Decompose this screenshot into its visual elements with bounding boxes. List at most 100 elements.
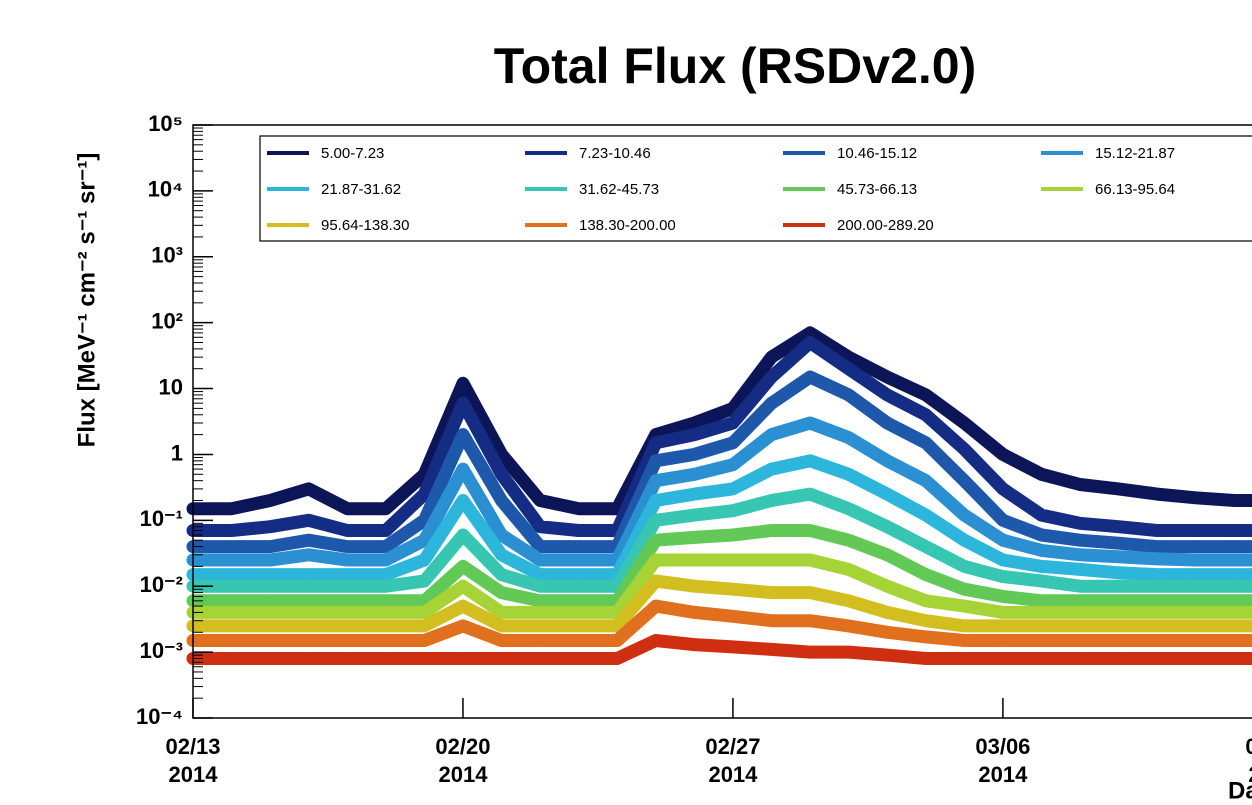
data-point bbox=[457, 464, 468, 475]
data-point bbox=[920, 389, 931, 400]
series bbox=[186, 416, 1252, 567]
data-point bbox=[727, 529, 738, 540]
data-point bbox=[997, 620, 1008, 631]
data-point bbox=[997, 571, 1008, 582]
data-point bbox=[727, 641, 738, 652]
data-point bbox=[959, 444, 970, 455]
data-point bbox=[766, 495, 777, 506]
legend-label: 66.13-95.64 bbox=[1095, 181, 1175, 198]
data-point bbox=[920, 409, 931, 420]
data-point bbox=[1190, 653, 1201, 664]
data-point bbox=[496, 495, 507, 506]
y-tick-label: 1 bbox=[171, 440, 183, 465]
legend-label: 7.23-10.46 bbox=[579, 145, 651, 162]
data-point bbox=[1152, 620, 1163, 631]
data-point bbox=[380, 525, 391, 536]
data-point bbox=[573, 555, 584, 566]
data-point bbox=[805, 371, 816, 382]
data-point bbox=[457, 378, 468, 389]
data-point bbox=[882, 489, 893, 500]
data-point bbox=[843, 647, 854, 658]
data-point bbox=[535, 620, 546, 631]
data-point bbox=[805, 647, 816, 658]
data-point bbox=[419, 620, 430, 631]
data-point bbox=[1075, 581, 1086, 592]
series bbox=[186, 487, 1252, 593]
data-point bbox=[535, 607, 546, 618]
data-point bbox=[920, 631, 931, 642]
data-point bbox=[496, 569, 507, 580]
data-point bbox=[650, 635, 661, 646]
data-point bbox=[843, 432, 854, 443]
data-point bbox=[959, 635, 970, 646]
y-tick-label: 10⁻³ bbox=[140, 638, 183, 663]
data-point bbox=[766, 555, 777, 566]
data-point bbox=[457, 429, 468, 440]
data-point bbox=[1075, 595, 1086, 606]
data-point bbox=[342, 569, 353, 580]
data-point bbox=[650, 437, 661, 448]
data-point bbox=[1229, 555, 1240, 566]
legend-label: 31.62-45.73 bbox=[579, 181, 659, 198]
data-point bbox=[303, 607, 314, 618]
data-point bbox=[573, 607, 584, 618]
data-point bbox=[689, 510, 700, 521]
data-point bbox=[1152, 607, 1163, 618]
data-point bbox=[535, 635, 546, 646]
data-point bbox=[882, 371, 893, 382]
y-tick-label: 10 bbox=[159, 374, 183, 399]
data-point bbox=[1113, 521, 1124, 532]
data-point bbox=[959, 584, 970, 595]
data-point bbox=[727, 418, 738, 429]
y-tick-label: 10⁴ bbox=[148, 177, 183, 202]
data-point bbox=[959, 561, 970, 572]
data-point bbox=[843, 363, 854, 374]
data-point bbox=[1190, 525, 1201, 536]
data-point bbox=[959, 653, 970, 664]
data-point bbox=[1190, 569, 1201, 580]
data-point bbox=[457, 620, 468, 631]
data-point bbox=[342, 607, 353, 618]
data-point bbox=[650, 455, 661, 466]
y-tick-label: 10⁵ bbox=[148, 111, 183, 136]
data-point bbox=[1152, 569, 1163, 580]
data-point bbox=[303, 569, 314, 580]
data-point bbox=[727, 584, 738, 595]
y-tick-label: 10⁻² bbox=[140, 572, 183, 597]
data-point bbox=[303, 595, 314, 606]
data-point bbox=[457, 601, 468, 612]
data-point bbox=[650, 495, 661, 506]
data-point bbox=[380, 595, 391, 606]
data-point bbox=[265, 595, 276, 606]
data-point bbox=[843, 389, 854, 400]
data-point bbox=[689, 469, 700, 480]
legend-box bbox=[259, 135, 1252, 242]
data-point bbox=[959, 620, 970, 631]
data-point bbox=[457, 581, 468, 592]
data-point bbox=[265, 581, 276, 592]
data-point bbox=[1152, 653, 1163, 664]
data-point bbox=[342, 653, 353, 664]
data-point bbox=[959, 535, 970, 546]
data-point bbox=[766, 644, 777, 655]
data-point bbox=[689, 639, 700, 650]
data-point bbox=[457, 398, 468, 409]
y-tick-label: 10² bbox=[151, 308, 183, 333]
data-point bbox=[380, 569, 391, 580]
series bbox=[186, 599, 1252, 647]
data-point bbox=[265, 620, 276, 631]
data-point bbox=[766, 587, 777, 598]
data-point bbox=[843, 620, 854, 631]
data-point bbox=[1229, 653, 1240, 664]
data-point bbox=[650, 601, 661, 612]
data-point bbox=[303, 549, 314, 560]
data-point bbox=[1113, 483, 1124, 494]
x-tick-label: 02/20 2014 bbox=[435, 734, 490, 787]
data-point bbox=[1036, 529, 1047, 540]
data-point bbox=[1075, 653, 1086, 664]
data-point bbox=[303, 635, 314, 646]
data-point bbox=[419, 653, 430, 664]
data-point bbox=[689, 418, 700, 429]
data-point bbox=[1152, 525, 1163, 536]
data-point bbox=[1229, 595, 1240, 606]
